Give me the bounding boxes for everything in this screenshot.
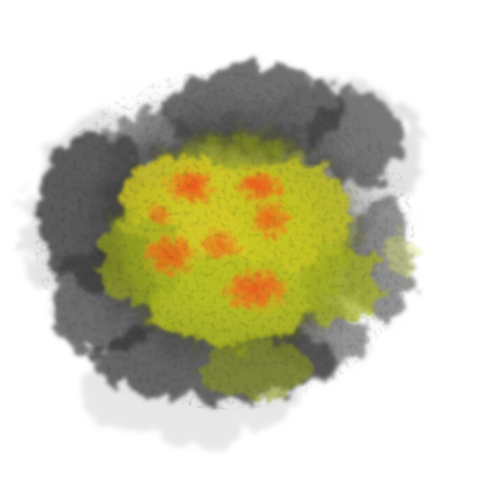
- smoke-texture: [35, 70, 415, 410]
